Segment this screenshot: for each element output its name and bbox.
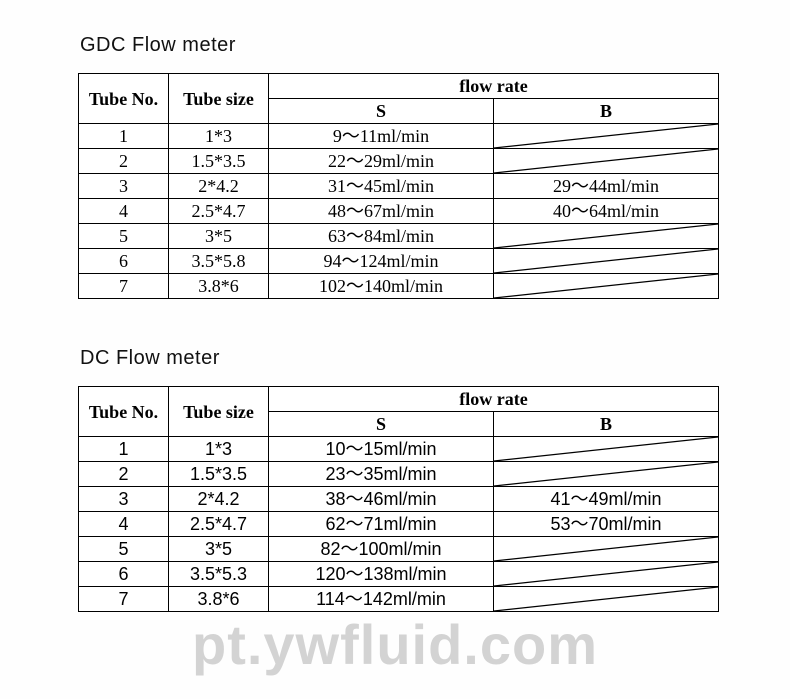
table-row: 21.5*3.523～35ml/min bbox=[79, 462, 719, 487]
cell-flow-b bbox=[494, 224, 719, 249]
table-row: 53*563～84ml/min bbox=[79, 224, 719, 249]
cell-flow-b: 29～44ml/min bbox=[494, 174, 719, 199]
cell-tube-no: 3 bbox=[79, 174, 169, 199]
cell-flow-b: 41～49ml/min bbox=[494, 487, 719, 512]
cell-flow-s: 31～45ml/min bbox=[269, 174, 494, 199]
cell-flow-b: 40～64ml/min bbox=[494, 199, 719, 224]
cell-tube-no: 7 bbox=[79, 587, 169, 612]
table-row: 21.5*3.522～29ml/min bbox=[79, 149, 719, 174]
table-row: 63.5*5.894～124ml/min bbox=[79, 249, 719, 274]
table-gdc: Tube No. Tube size flow rate S B 11*39～1… bbox=[78, 73, 719, 299]
cell-flow-s: 120～138ml/min bbox=[269, 562, 494, 587]
cell-flow-b bbox=[494, 562, 719, 587]
cell-tube-size: 2*4.2 bbox=[169, 487, 269, 512]
cell-tube-size: 1*3 bbox=[169, 124, 269, 149]
cell-tube-no: 2 bbox=[79, 149, 169, 174]
cell-tube-size: 3.5*5.3 bbox=[169, 562, 269, 587]
cell-flow-b bbox=[494, 124, 719, 149]
cell-tube-no: 6 bbox=[79, 249, 169, 274]
section-title-1: GDC Flow meter bbox=[80, 34, 718, 57]
table-row: 63.5*5.3120～138ml/min bbox=[79, 562, 719, 587]
cell-flow-s: 82～100ml/min bbox=[269, 537, 494, 562]
cell-tube-size: 3*5 bbox=[169, 537, 269, 562]
cell-tube-no: 4 bbox=[79, 199, 169, 224]
col-header-flow-rate: flow rate bbox=[269, 387, 719, 412]
cell-tube-size: 3*5 bbox=[169, 224, 269, 249]
cell-flow-b bbox=[494, 537, 719, 562]
cell-tube-no: 5 bbox=[79, 224, 169, 249]
cell-tube-size: 1.5*3.5 bbox=[169, 462, 269, 487]
cell-flow-b bbox=[494, 462, 719, 487]
cell-tube-no: 1 bbox=[79, 124, 169, 149]
col-header-s: S bbox=[269, 412, 494, 437]
col-header-tube-size: Tube size bbox=[169, 387, 269, 437]
cell-flow-s: 63～84ml/min bbox=[269, 224, 494, 249]
cell-flow-s: 9～11ml/min bbox=[269, 124, 494, 149]
table-header-row: Tube No. Tube size flow rate bbox=[79, 74, 719, 99]
cell-tube-no: 5 bbox=[79, 537, 169, 562]
table-gap bbox=[78, 299, 718, 333]
cell-tube-no: 3 bbox=[79, 487, 169, 512]
table-row: 32*4.231～45ml/min29～44ml/min bbox=[79, 174, 719, 199]
cell-tube-no: 1 bbox=[79, 437, 169, 462]
table-row: 11*39～11ml/min bbox=[79, 124, 719, 149]
cell-tube-no: 2 bbox=[79, 462, 169, 487]
cell-tube-size: 2*4.2 bbox=[169, 174, 269, 199]
table-row: 73.8*6102～140ml/min bbox=[79, 274, 719, 299]
cell-flow-b bbox=[494, 437, 719, 462]
cell-flow-s: 22～29ml/min bbox=[269, 149, 494, 174]
cell-flow-s: 48～67ml/min bbox=[269, 199, 494, 224]
col-header-tube-no: Tube No. bbox=[79, 74, 169, 124]
col-header-tube-no: Tube No. bbox=[79, 387, 169, 437]
cell-flow-s: 94～124ml/min bbox=[269, 249, 494, 274]
cell-tube-size: 3.5*5.8 bbox=[169, 249, 269, 274]
section-title-2: DC Flow meter bbox=[80, 347, 718, 370]
table-row: 53*582～100ml/min bbox=[79, 537, 719, 562]
table-header-row: Tube No. Tube size flow rate bbox=[79, 387, 719, 412]
cell-flow-b bbox=[494, 149, 719, 174]
cell-flow-b: 53～70ml/min bbox=[494, 512, 719, 537]
cell-flow-b bbox=[494, 587, 719, 612]
cell-tube-no: 6 bbox=[79, 562, 169, 587]
cell-flow-s: 38～46ml/min bbox=[269, 487, 494, 512]
cell-tube-no: 4 bbox=[79, 512, 169, 537]
col-header-flow-rate: flow rate bbox=[269, 74, 719, 99]
col-header-b: B bbox=[494, 412, 719, 437]
table-row: 42.5*4.748～67ml/min40～64ml/min bbox=[79, 199, 719, 224]
cell-tube-size: 2.5*4.7 bbox=[169, 512, 269, 537]
table-row: 73.8*6114～142ml/min bbox=[79, 587, 719, 612]
table-dc: Tube No. Tube size flow rate S B 11*310～… bbox=[78, 386, 719, 612]
cell-flow-s: 114～142ml/min bbox=[269, 587, 494, 612]
col-header-tube-size: Tube size bbox=[169, 74, 269, 124]
table-row: 32*4.238～46ml/min41～49ml/min bbox=[79, 487, 719, 512]
table-row: 11*310～15ml/min bbox=[79, 437, 719, 462]
cell-tube-size: 3.8*6 bbox=[169, 587, 269, 612]
cell-flow-b bbox=[494, 249, 719, 274]
cell-flow-b bbox=[494, 274, 719, 299]
cell-flow-s: 62～71ml/min bbox=[269, 512, 494, 537]
cell-tube-size: 1*3 bbox=[169, 437, 269, 462]
cell-tube-no: 7 bbox=[79, 274, 169, 299]
cell-tube-size: 1.5*3.5 bbox=[169, 149, 269, 174]
col-header-b: B bbox=[494, 99, 719, 124]
page: GDC Flow meter Tube No. Tube size flow r… bbox=[0, 0, 718, 642]
col-header-s: S bbox=[269, 99, 494, 124]
table-row: 42.5*4.762～71ml/min53～70ml/min bbox=[79, 512, 719, 537]
cell-tube-size: 2.5*4.7 bbox=[169, 199, 269, 224]
cell-flow-s: 23～35ml/min bbox=[269, 462, 494, 487]
cell-flow-s: 102～140ml/min bbox=[269, 274, 494, 299]
cell-flow-s: 10～15ml/min bbox=[269, 437, 494, 462]
cell-tube-size: 3.8*6 bbox=[169, 274, 269, 299]
